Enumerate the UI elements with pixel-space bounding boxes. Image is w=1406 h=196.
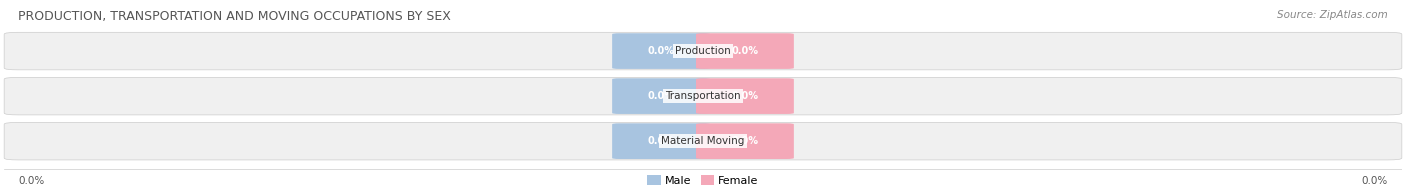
Text: 0.0%: 0.0% [731,91,758,101]
Text: Source: ZipAtlas.com: Source: ZipAtlas.com [1277,10,1388,20]
Text: 0.0%: 0.0% [18,176,45,186]
FancyBboxPatch shape [4,32,1402,70]
FancyBboxPatch shape [4,77,1402,115]
Text: 0.0%: 0.0% [731,46,758,56]
FancyBboxPatch shape [612,123,710,159]
FancyBboxPatch shape [696,78,794,114]
FancyBboxPatch shape [612,33,710,69]
FancyBboxPatch shape [696,123,794,159]
FancyBboxPatch shape [612,78,710,114]
Text: Production: Production [675,46,731,56]
FancyBboxPatch shape [4,122,1402,160]
FancyBboxPatch shape [696,33,794,69]
Text: PRODUCTION, TRANSPORTATION AND MOVING OCCUPATIONS BY SEX: PRODUCTION, TRANSPORTATION AND MOVING OC… [18,10,451,23]
Text: 0.0%: 0.0% [648,136,675,146]
Text: 0.0%: 0.0% [1361,176,1388,186]
Text: Material Moving: Material Moving [661,136,745,146]
Text: 0.0%: 0.0% [731,136,758,146]
Text: Transportation: Transportation [665,91,741,101]
Text: 0.0%: 0.0% [648,91,675,101]
Legend: Male, Female: Male, Female [643,170,763,190]
Text: 0.0%: 0.0% [648,46,675,56]
